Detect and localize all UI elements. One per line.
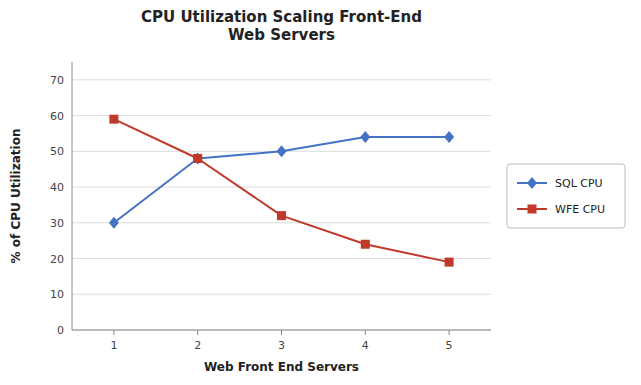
y-tick-label: 60	[50, 110, 64, 123]
title-line: Web Servers	[228, 26, 335, 44]
point	[361, 240, 370, 249]
x-tick-label: 4	[362, 339, 369, 352]
x-tick	[197, 330, 198, 335]
y-axis	[72, 62, 73, 330]
point	[193, 152, 203, 164]
y-tick-label: 30	[50, 217, 64, 230]
title-line: CPU Utilization Scaling Front-End	[141, 8, 422, 26]
plot-area	[109, 115, 454, 267]
legend-label: SQL CPU	[555, 177, 603, 190]
x-tick	[281, 330, 282, 335]
grid-line	[72, 115, 491, 116]
point	[277, 145, 287, 157]
y-tick-label: 10	[50, 288, 64, 301]
legend-label: WFE CPU	[555, 203, 605, 216]
point	[193, 154, 202, 163]
point	[109, 217, 119, 229]
point	[360, 131, 370, 143]
point	[109, 115, 118, 124]
y-tick-label: 70	[50, 74, 64, 87]
x-axis-label: Web Front End Servers	[204, 360, 359, 374]
x-tick	[365, 330, 366, 335]
y-tick-label: 20	[50, 253, 64, 266]
title: CPU Utilization Scaling Front-EndWeb Ser…	[141, 8, 422, 44]
series-line	[114, 119, 449, 262]
x-tick-label: 1	[110, 339, 117, 352]
legend-box	[507, 164, 625, 228]
point	[445, 258, 454, 267]
y-tick-label: 50	[50, 145, 64, 158]
grid-line	[72, 187, 491, 188]
legend-marker	[528, 205, 537, 214]
x-tick-label: 5	[446, 339, 453, 352]
x-tick	[113, 330, 114, 335]
grid-line	[72, 330, 491, 331]
x-axis	[72, 330, 491, 331]
grid-line	[72, 294, 491, 295]
legend: SQL CPU WFE CPU	[507, 164, 625, 228]
point	[444, 131, 454, 143]
x-tick-label: 3	[278, 339, 285, 352]
point	[277, 211, 286, 220]
series-line	[114, 137, 449, 223]
y-tick-label: 0	[57, 324, 64, 337]
grid-line	[72, 79, 491, 80]
y-axis-label: % of CPU Utilization	[9, 129, 23, 264]
x-tick	[449, 330, 450, 335]
y-tick-label: 40	[50, 181, 64, 194]
grid-line	[72, 222, 491, 223]
legend-marker	[527, 177, 537, 189]
chart: CPU Utilization Scaling Front-EndWeb Ser…	[0, 0, 641, 385]
x-tick-label: 2	[194, 339, 201, 352]
